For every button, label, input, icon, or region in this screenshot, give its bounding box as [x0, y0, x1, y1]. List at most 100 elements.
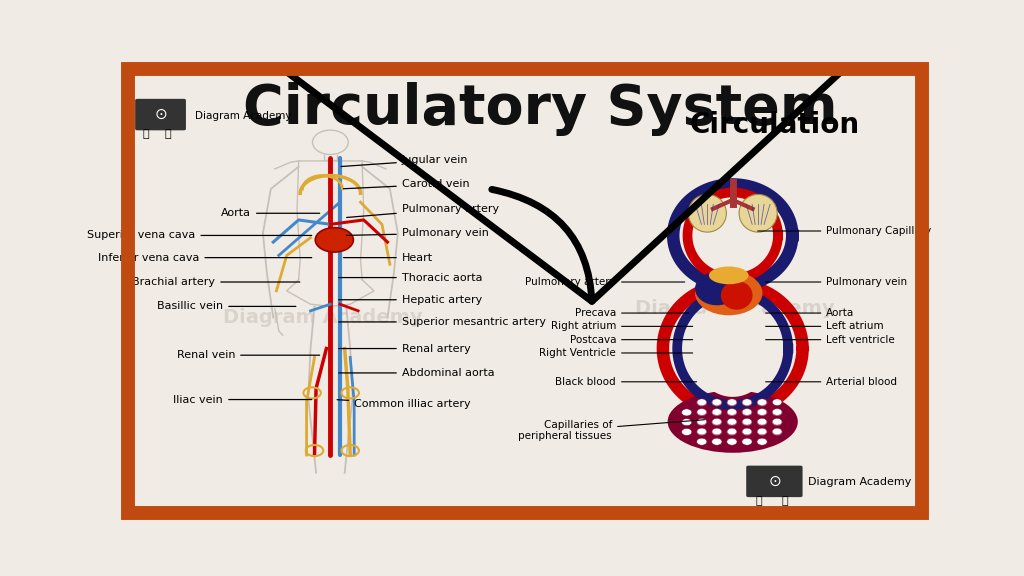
- Text: 🎓: 🎓: [756, 496, 762, 506]
- Polygon shape: [701, 200, 764, 271]
- Ellipse shape: [742, 418, 752, 425]
- Ellipse shape: [695, 271, 763, 315]
- Text: Carotid vein: Carotid vein: [343, 180, 469, 190]
- Ellipse shape: [727, 399, 736, 406]
- Text: Diagram Academy: Diagram Academy: [222, 308, 422, 327]
- Text: Diagram Academy: Diagram Academy: [196, 111, 292, 121]
- Text: Left ventricle: Left ventricle: [766, 335, 895, 344]
- Ellipse shape: [712, 419, 722, 426]
- Ellipse shape: [696, 419, 707, 426]
- Text: ⊙: ⊙: [155, 107, 167, 122]
- Ellipse shape: [727, 399, 737, 406]
- Text: Common illiac artery: Common illiac artery: [337, 399, 471, 409]
- Ellipse shape: [696, 409, 707, 416]
- Ellipse shape: [696, 399, 707, 406]
- Text: Renal vein: Renal vein: [176, 350, 319, 360]
- Text: Pulmonary vein: Pulmonary vein: [766, 277, 907, 287]
- Text: Diagram Academy: Diagram Academy: [635, 299, 835, 318]
- Ellipse shape: [682, 409, 692, 416]
- Ellipse shape: [697, 399, 707, 406]
- Ellipse shape: [742, 408, 752, 415]
- Ellipse shape: [772, 418, 782, 425]
- Ellipse shape: [757, 399, 767, 406]
- Ellipse shape: [772, 408, 782, 415]
- Ellipse shape: [741, 438, 753, 445]
- FancyBboxPatch shape: [135, 99, 186, 130]
- Ellipse shape: [742, 399, 752, 406]
- Ellipse shape: [742, 428, 752, 435]
- Text: Renal artery: Renal artery: [339, 343, 471, 354]
- Text: Jugular vein: Jugular vein: [341, 155, 468, 166]
- Ellipse shape: [727, 419, 737, 426]
- Ellipse shape: [758, 408, 767, 415]
- Ellipse shape: [712, 428, 722, 435]
- Ellipse shape: [757, 409, 767, 416]
- Text: Abdominal aorta: Abdominal aorta: [339, 368, 495, 378]
- Ellipse shape: [712, 438, 722, 445]
- Text: Diagram Academy: Diagram Academy: [808, 478, 911, 487]
- Ellipse shape: [709, 267, 749, 284]
- Text: Postcava: Postcava: [569, 335, 692, 344]
- Text: Left atrium: Left atrium: [766, 321, 884, 331]
- Text: Aorta: Aorta: [766, 308, 855, 318]
- Ellipse shape: [772, 428, 782, 435]
- Ellipse shape: [712, 399, 722, 406]
- Text: Pulmonary Capillary: Pulmonary Capillary: [758, 226, 932, 236]
- Ellipse shape: [741, 399, 753, 406]
- Ellipse shape: [682, 429, 692, 435]
- Ellipse shape: [695, 272, 738, 305]
- Text: Iliac vein: Iliac vein: [173, 395, 311, 404]
- Ellipse shape: [727, 409, 737, 416]
- Ellipse shape: [772, 419, 782, 426]
- FancyBboxPatch shape: [746, 465, 803, 497]
- Ellipse shape: [712, 409, 722, 416]
- Text: Pulmonary artery: Pulmonary artery: [347, 204, 499, 218]
- Ellipse shape: [757, 429, 767, 435]
- Text: Aorta: Aorta: [221, 209, 319, 218]
- Ellipse shape: [772, 429, 782, 435]
- Text: Arterial blood: Arterial blood: [766, 377, 897, 387]
- Ellipse shape: [721, 281, 753, 310]
- Text: Precava: Precava: [574, 308, 689, 318]
- Text: Superior vena cava: Superior vena cava: [87, 230, 311, 240]
- Ellipse shape: [758, 428, 767, 435]
- Text: Circulation: Circulation: [690, 111, 860, 139]
- Polygon shape: [691, 300, 774, 397]
- Text: Thoracic aorta: Thoracic aorta: [339, 272, 482, 283]
- Text: Pulmonary vein: Pulmonary vein: [347, 228, 488, 238]
- Ellipse shape: [696, 438, 707, 445]
- Text: Heart: Heart: [343, 253, 433, 263]
- Text: Black blood: Black blood: [555, 377, 696, 387]
- Text: Right Ventricle: Right Ventricle: [540, 348, 692, 358]
- Ellipse shape: [772, 399, 782, 406]
- Text: Pulmonary artery: Pulmonary artery: [525, 277, 685, 287]
- Text: Right atrium: Right atrium: [551, 321, 692, 331]
- Ellipse shape: [712, 429, 722, 435]
- Ellipse shape: [697, 418, 707, 425]
- FancyArrowPatch shape: [0, 0, 1024, 301]
- Ellipse shape: [696, 429, 707, 435]
- Text: 🎓: 🎓: [165, 129, 171, 139]
- Ellipse shape: [668, 391, 798, 453]
- Ellipse shape: [727, 429, 737, 435]
- Ellipse shape: [741, 419, 753, 426]
- Ellipse shape: [688, 195, 726, 232]
- Ellipse shape: [682, 419, 692, 426]
- Ellipse shape: [712, 408, 722, 415]
- Text: Basillic vein: Basillic vein: [157, 301, 296, 312]
- Ellipse shape: [741, 409, 753, 416]
- Ellipse shape: [727, 428, 736, 435]
- Text: 🎓: 🎓: [781, 496, 788, 506]
- Text: Circulatory System: Circulatory System: [244, 82, 838, 136]
- Ellipse shape: [712, 399, 722, 406]
- Ellipse shape: [741, 429, 753, 435]
- Ellipse shape: [739, 195, 777, 232]
- Text: Brachial artery: Brachial artery: [132, 277, 300, 287]
- Ellipse shape: [697, 428, 707, 435]
- Text: ⊙: ⊙: [768, 474, 781, 489]
- Text: 🎓: 🎓: [142, 129, 148, 139]
- Text: Hepatic artery: Hepatic artery: [339, 295, 482, 305]
- Ellipse shape: [758, 418, 767, 425]
- Ellipse shape: [757, 438, 767, 445]
- Text: Capillaries of
peripheral tissues: Capillaries of peripheral tissues: [518, 420, 705, 441]
